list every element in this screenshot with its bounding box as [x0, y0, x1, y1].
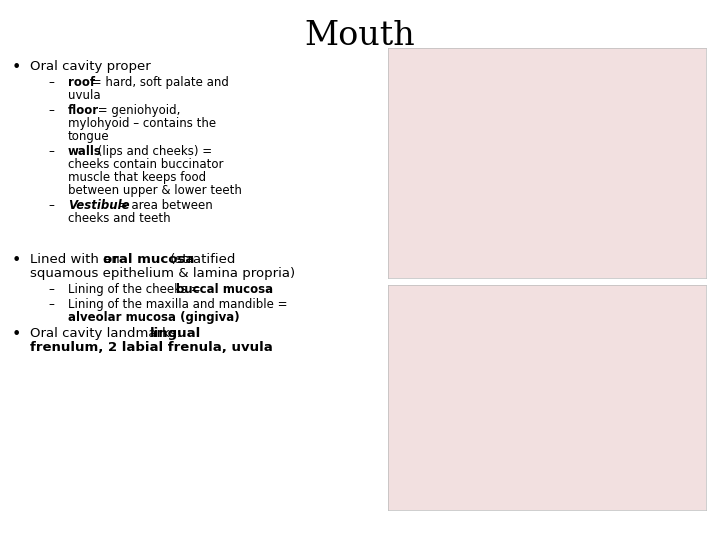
Text: walls: walls: [68, 145, 102, 158]
Text: –: –: [48, 76, 54, 89]
Text: = area between: = area between: [114, 199, 212, 212]
Text: Oral cavity landmarks:: Oral cavity landmarks:: [30, 327, 185, 340]
Text: Lined with an: Lined with an: [30, 253, 124, 266]
Text: cheeks contain buccinator: cheeks contain buccinator: [68, 158, 223, 171]
Text: frenulum, 2 labial frenula, uvula: frenulum, 2 labial frenula, uvula: [30, 341, 273, 354]
Text: –: –: [48, 199, 54, 212]
Text: Lining of the maxilla and mandible =: Lining of the maxilla and mandible =: [68, 298, 287, 311]
Text: (stratified: (stratified: [166, 253, 235, 266]
Text: •: •: [12, 327, 22, 342]
Text: = hard, soft palate and: = hard, soft palate and: [89, 76, 229, 89]
Text: tongue: tongue: [68, 130, 109, 143]
Text: squamous epithelium & lamina propria): squamous epithelium & lamina propria): [30, 267, 295, 280]
Text: Mouth: Mouth: [305, 20, 415, 52]
Text: mylohyoid – contains the: mylohyoid – contains the: [68, 117, 216, 130]
Text: –: –: [48, 104, 54, 117]
Text: uvula: uvula: [68, 89, 101, 102]
Text: –: –: [48, 298, 54, 311]
Text: •: •: [12, 60, 22, 75]
Text: lingual: lingual: [150, 327, 202, 340]
Text: muscle that keeps food: muscle that keeps food: [68, 171, 206, 184]
Text: between upper & lower teeth: between upper & lower teeth: [68, 184, 242, 197]
Text: Vestibule: Vestibule: [68, 199, 130, 212]
Text: roof: roof: [68, 76, 95, 89]
Text: buccal mucosa: buccal mucosa: [176, 283, 273, 296]
Text: cheeks and teeth: cheeks and teeth: [68, 212, 171, 225]
Text: = geniohyoid,: = geniohyoid,: [94, 104, 180, 117]
Text: floor: floor: [68, 104, 99, 117]
Text: Oral cavity proper: Oral cavity proper: [30, 60, 150, 73]
Text: •: •: [12, 253, 22, 268]
Text: alveolar mucosa (gingiva): alveolar mucosa (gingiva): [68, 311, 240, 324]
Text: oral mucosa: oral mucosa: [103, 253, 194, 266]
Text: Lining of the cheeks =: Lining of the cheeks =: [68, 283, 204, 296]
Text: –: –: [48, 145, 54, 158]
Text: (lips and cheeks) =: (lips and cheeks) =: [94, 145, 212, 158]
Text: –: –: [48, 283, 54, 296]
